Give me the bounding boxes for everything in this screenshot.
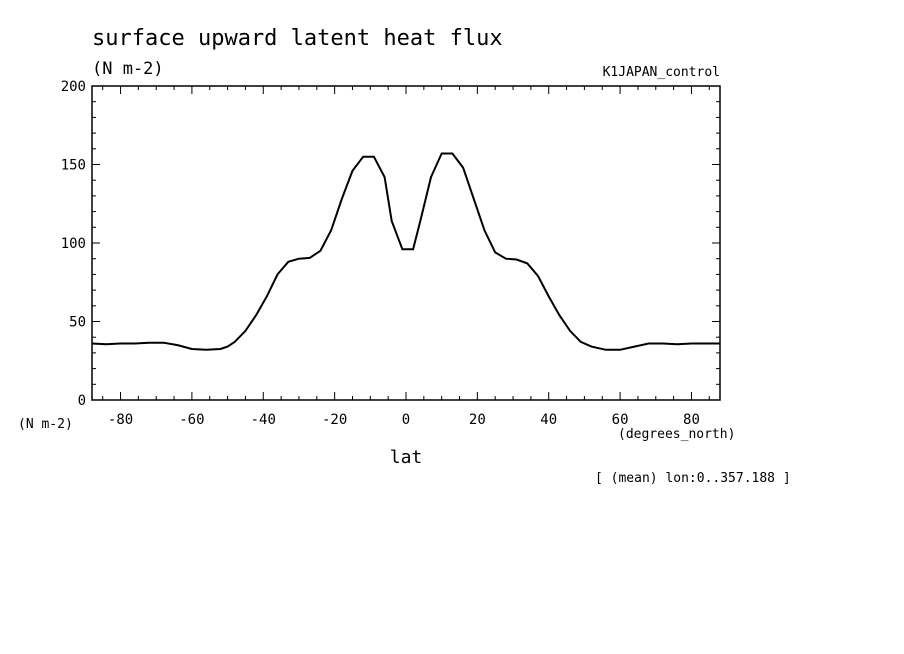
x-tick-label: 80	[683, 412, 700, 428]
chart-units: (N m-2)	[92, 59, 164, 79]
x-tick-label: -80	[108, 412, 133, 428]
x-tick-label: -20	[322, 412, 347, 428]
y-axis-label: (N m-2)	[18, 417, 73, 432]
x-tick-label: 40	[540, 412, 557, 428]
x-tick-labels: -80 -60 -40 -20 0 20 40 60 80	[108, 412, 700, 428]
y-tick-label: 100	[61, 236, 86, 252]
series-line	[91, 152, 720, 351]
plot-frame	[91, 85, 721, 401]
y-tick-label: 0	[78, 393, 86, 409]
experiment-label: K1JAPAN_control	[603, 65, 720, 80]
mean-note: [ (mean) lon:0..357.188 ]	[595, 471, 791, 486]
y-tick-labels: 0 50 100 150 200	[61, 79, 86, 409]
chart-title: surface upward latent heat flux	[92, 26, 503, 51]
x-axis-units: (degrees_north)	[618, 427, 735, 442]
x-tick-label: -40	[251, 412, 276, 428]
x-axis-label: lat	[390, 447, 423, 468]
x-tick-label: 60	[612, 412, 629, 428]
x-tick-label: 0	[402, 412, 410, 428]
axis-ticks	[92, 85, 720, 401]
x-tick-label: 20	[469, 412, 486, 428]
y-tick-label: 150	[61, 158, 86, 174]
x-tick-label: -60	[179, 412, 204, 428]
y-tick-label: 50	[69, 315, 86, 331]
y-tick-label: 200	[61, 79, 86, 95]
